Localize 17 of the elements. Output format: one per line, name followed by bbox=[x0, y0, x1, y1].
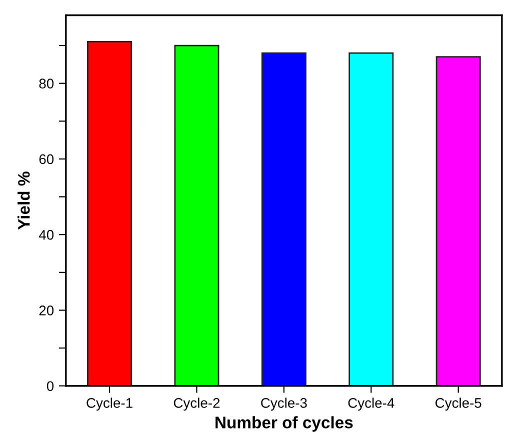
y-axis-title: Yield % bbox=[18, 172, 30, 230]
x-axis-title: Number of cycles bbox=[216, 416, 353, 432]
x-tick-label: Cycle-3 bbox=[261, 398, 307, 411]
y-tick-label: 80 bbox=[39, 78, 54, 88]
bar bbox=[87, 41, 132, 386]
x-tick-label: Cycle-4 bbox=[348, 398, 394, 411]
x-tick-label: Cycle-5 bbox=[435, 398, 482, 411]
x-tick-label: Cycle-1 bbox=[86, 398, 132, 411]
y-tick-label: 40 bbox=[38, 230, 54, 240]
y-tick-label: 0 bbox=[46, 381, 54, 392]
x-tick-label: Cycle-2 bbox=[174, 398, 220, 411]
bar bbox=[436, 56, 481, 386]
bar bbox=[174, 44, 220, 386]
y-tick-label: 60 bbox=[39, 154, 54, 164]
y-tick-label: 20 bbox=[39, 306, 54, 316]
bar bbox=[348, 52, 394, 386]
bar bbox=[261, 52, 306, 386]
